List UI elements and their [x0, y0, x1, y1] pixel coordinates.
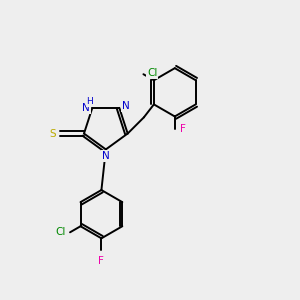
- Text: N: N: [122, 101, 130, 111]
- Text: F: F: [98, 256, 104, 266]
- Text: N: N: [82, 103, 90, 113]
- Text: N: N: [102, 151, 110, 161]
- Text: S: S: [50, 128, 56, 139]
- Text: F: F: [180, 124, 186, 134]
- Text: Cl: Cl: [147, 68, 157, 78]
- Text: Cl: Cl: [55, 227, 66, 237]
- Text: H: H: [87, 97, 93, 106]
